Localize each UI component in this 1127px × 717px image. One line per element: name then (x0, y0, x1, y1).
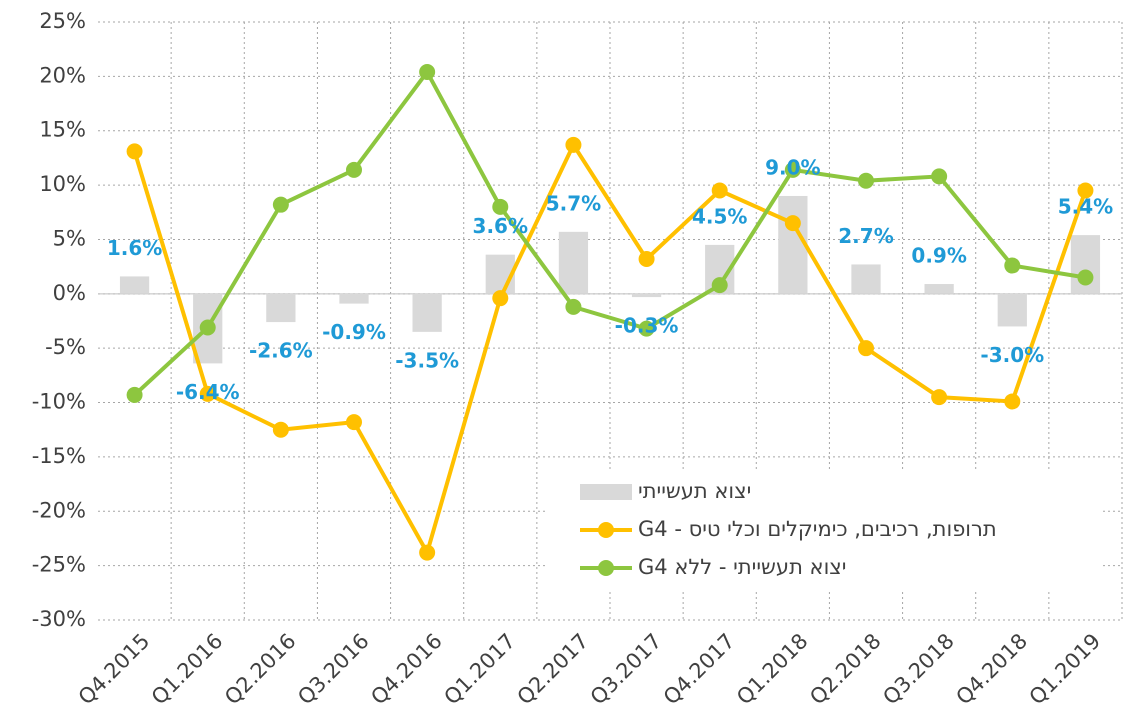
legend-label: תרופות, רכיבים, כימיקלים וכלי טיס - G4 (638, 517, 997, 541)
legend-label: יצוא תעשייתי - ללא G4 (638, 555, 846, 579)
line-marker (346, 161, 362, 178)
data-label: 3.6% (473, 214, 528, 238)
data-label: 4.5% (692, 204, 747, 228)
line-marker (1004, 257, 1021, 274)
y-tick-label: 15% (39, 118, 86, 142)
data-label: 9.0% (765, 155, 820, 179)
x-tick-label: Q3.2018 (878, 629, 959, 710)
legend-swatch-marker (598, 560, 614, 576)
line-marker (419, 64, 436, 81)
line-marker (1077, 182, 1094, 199)
line-marker (199, 319, 216, 336)
line-marker (565, 136, 582, 153)
legend-box (548, 470, 1100, 592)
x-tick-label: Q2.2018 (805, 629, 886, 710)
x-tick-label: Q1.2018 (732, 629, 813, 710)
legend-swatch (580, 484, 632, 500)
y-tick-label: -20% (32, 498, 86, 522)
y-tick-label: 5% (53, 226, 86, 250)
data-label: 2.7% (838, 224, 893, 248)
bar (851, 264, 881, 294)
line-marker (858, 172, 874, 189)
x-tick-label: Q2.2017 (513, 629, 594, 710)
line-marker (784, 215, 801, 232)
line-marker (638, 320, 655, 337)
data-label: 1.6% (107, 236, 162, 260)
x-tick-label: Q2.2016 (220, 629, 301, 710)
x-tick-label: Q3.2017 (586, 629, 667, 710)
data-label: 5.7% (546, 191, 601, 215)
bar (339, 293, 369, 304)
line-marker (711, 277, 728, 294)
x-tick-label: Q4.2016 (366, 629, 447, 710)
legend-swatch-marker (598, 522, 614, 538)
line-marker (931, 168, 948, 185)
x-tick-label: Q3.2016 (293, 629, 374, 710)
data-label: -3.5% (395, 348, 459, 372)
y-tick-label: 25% (39, 9, 86, 33)
line-marker (272, 421, 289, 438)
legend-label: יצוא תעשייתי (638, 479, 751, 503)
data-label: 0.9% (911, 244, 966, 268)
line-marker (1077, 269, 1094, 286)
line-marker (784, 161, 801, 178)
line-marker (638, 251, 655, 268)
line-marker (419, 544, 436, 561)
bar (119, 276, 150, 294)
line-marker (126, 386, 143, 403)
data-label: -0.9% (322, 320, 386, 344)
line-marker (346, 414, 362, 431)
bar (778, 195, 808, 294)
bar (997, 293, 1027, 327)
bar (924, 284, 954, 294)
data-label: 5.4% (1058, 195, 1113, 219)
line (133, 68, 1086, 397)
line-marker (126, 143, 143, 160)
line-marker (1004, 393, 1021, 410)
y-tick-label: -10% (32, 390, 86, 414)
line-marker (858, 340, 874, 357)
bar (631, 293, 662, 298)
line-marker (711, 182, 728, 199)
x-tick-label: Q4.2015 (74, 629, 155, 710)
x-tick-label: Q1.2017 (439, 629, 520, 710)
bar (266, 293, 296, 323)
y-tick-label: 0% (53, 281, 86, 305)
bar (412, 293, 442, 332)
y-tick-label: 20% (39, 63, 86, 87)
data-label: -6.4% (176, 380, 240, 404)
data-label: -3.0% (980, 343, 1044, 367)
line-marker (931, 389, 948, 406)
y-tick-label: -30% (32, 607, 86, 631)
line (132, 140, 1088, 558)
y-tick-label: -25% (32, 553, 86, 577)
x-tick-label: Q4.2018 (951, 629, 1032, 710)
x-tick-label: Q1.2016 (147, 629, 228, 710)
bar (558, 231, 589, 294)
data-label: -2.6% (249, 339, 313, 363)
x-tick-label: Q1.2019 (1025, 629, 1106, 710)
line-marker (272, 196, 289, 213)
line-marker (492, 198, 509, 215)
line-marker (492, 290, 509, 307)
y-tick-label: -5% (45, 335, 86, 359)
x-tick-label: Q4.2017 (659, 629, 740, 710)
line-marker (565, 298, 582, 315)
data-label: -0.3% (615, 314, 679, 338)
line-marker (199, 385, 216, 402)
y-tick-label: -15% (32, 444, 86, 468)
y-tick-label: 10% (39, 172, 86, 196)
